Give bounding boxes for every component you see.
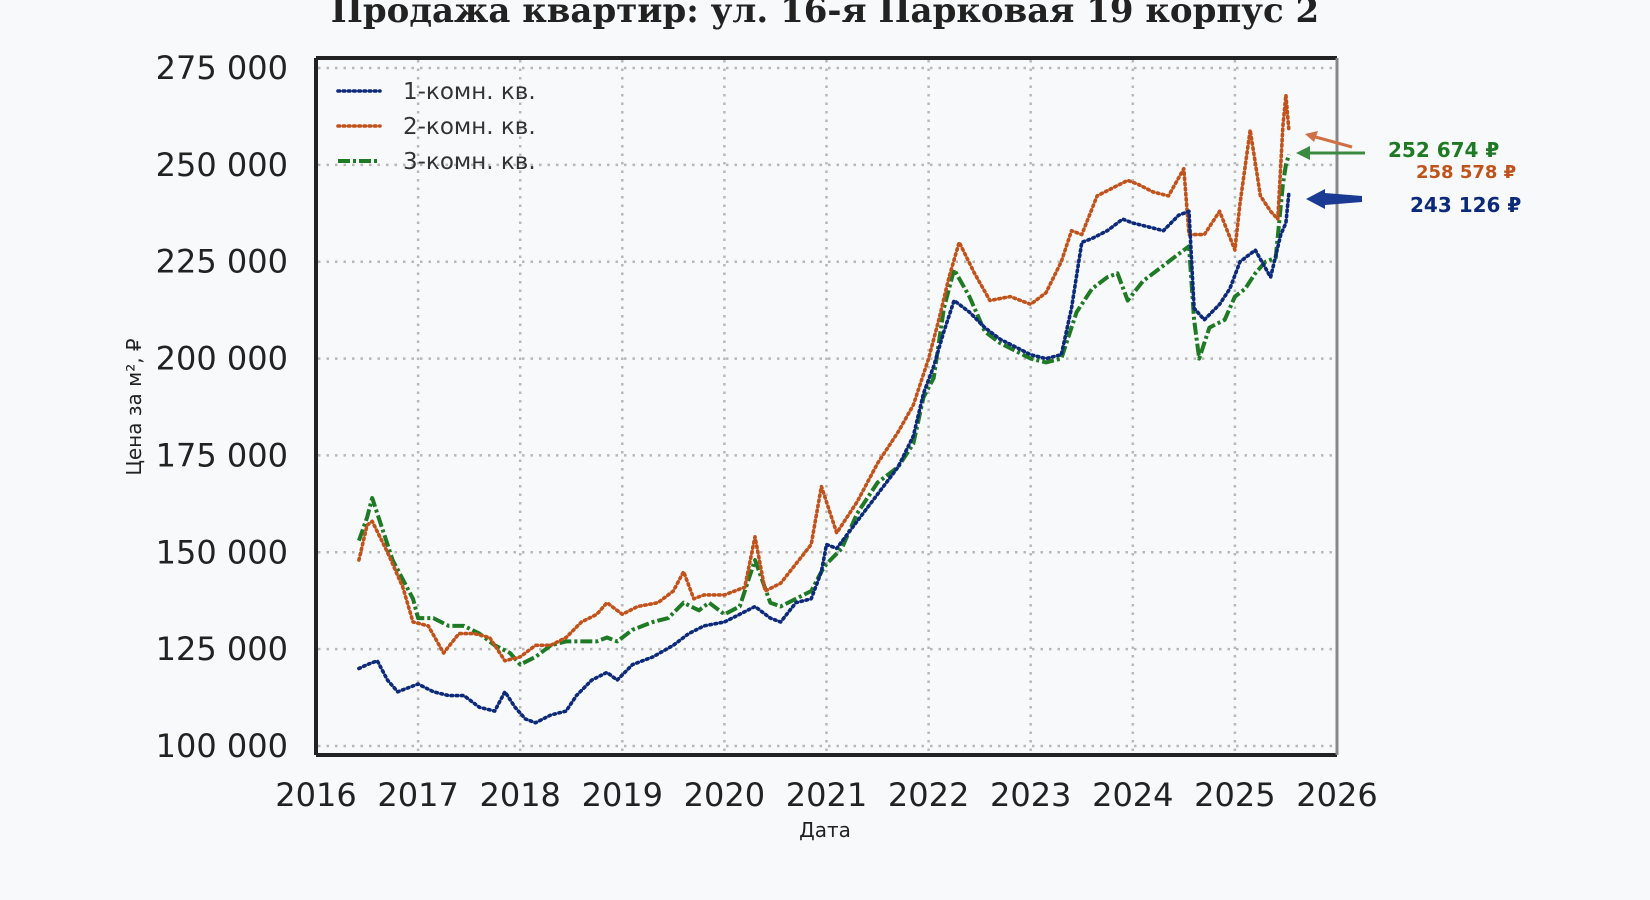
y-tick-label: 150 000 bbox=[156, 533, 288, 571]
y-tick-label: 100 000 bbox=[156, 727, 288, 765]
legend-label-2room: 2-комн. кв. bbox=[403, 114, 536, 140]
x-tick-label: 2019 bbox=[582, 776, 663, 814]
x-tick-label: 2022 bbox=[888, 776, 969, 814]
y-tick-label: 125 000 bbox=[156, 630, 288, 668]
series-layer bbox=[357, 93, 1291, 725]
arrow-2room bbox=[1311, 134, 1353, 149]
x-tick-label: 2025 bbox=[1194, 776, 1275, 814]
annotation-2room: 258 578 ₽ bbox=[1416, 162, 1516, 183]
x-tick-label: 2018 bbox=[479, 776, 560, 814]
y-tick-label: 225 000 bbox=[156, 243, 288, 281]
y-tick-label: 275 000 bbox=[156, 49, 288, 87]
arrow-head-2room-icon bbox=[1305, 131, 1318, 142]
y-axis-ticks: 100 000 125 000 150 000 175 000 200 000 225 0… bbox=[156, 49, 288, 765]
annotation-3room: 252 674 ₽ bbox=[1388, 138, 1499, 162]
chart-title: Продажа квартир: ул. 16-я Парковая 19 ко… bbox=[331, 0, 1319, 31]
annotation-1room: 243 126 ₽ bbox=[1410, 193, 1521, 217]
legend-label-1room: 1-комн. кв. bbox=[403, 79, 536, 105]
annotations: 252 674 ₽ 258 578 ₽ 243 126 ₽ bbox=[1296, 131, 1521, 217]
y-tick-label: 175 000 bbox=[156, 436, 288, 474]
y-tick-label: 250 000 bbox=[156, 146, 288, 184]
legend: 1-комн. кв. 2-комн. кв. 3-комн. кв. bbox=[336, 79, 536, 175]
legend-label-3room: 3-комн. кв. bbox=[403, 149, 536, 175]
arrow-1room bbox=[1306, 189, 1362, 209]
x-tick-label: 2026 bbox=[1296, 776, 1377, 814]
y-axis-label: Цена за м², ₽ bbox=[122, 338, 146, 476]
x-tick-label: 2020 bbox=[684, 776, 765, 814]
series-line-2room bbox=[357, 93, 1291, 663]
y-tick-label: 200 000 bbox=[156, 340, 288, 378]
x-axis-label: Дата bbox=[799, 818, 851, 842]
arrow-head-3room-icon bbox=[1296, 146, 1310, 160]
x-tick-label: 2023 bbox=[990, 776, 1071, 814]
x-tick-label: 2016 bbox=[275, 776, 356, 814]
x-tick-label: 2017 bbox=[377, 776, 458, 814]
x-tick-label: 2024 bbox=[1092, 776, 1173, 814]
x-axis-ticks: 2016 2017 2018 2019 2020 2021 2022 2023 2024 2025… bbox=[275, 776, 1377, 814]
series-line-1room bbox=[357, 189, 1291, 725]
x-tick-label: 2021 bbox=[786, 776, 867, 814]
